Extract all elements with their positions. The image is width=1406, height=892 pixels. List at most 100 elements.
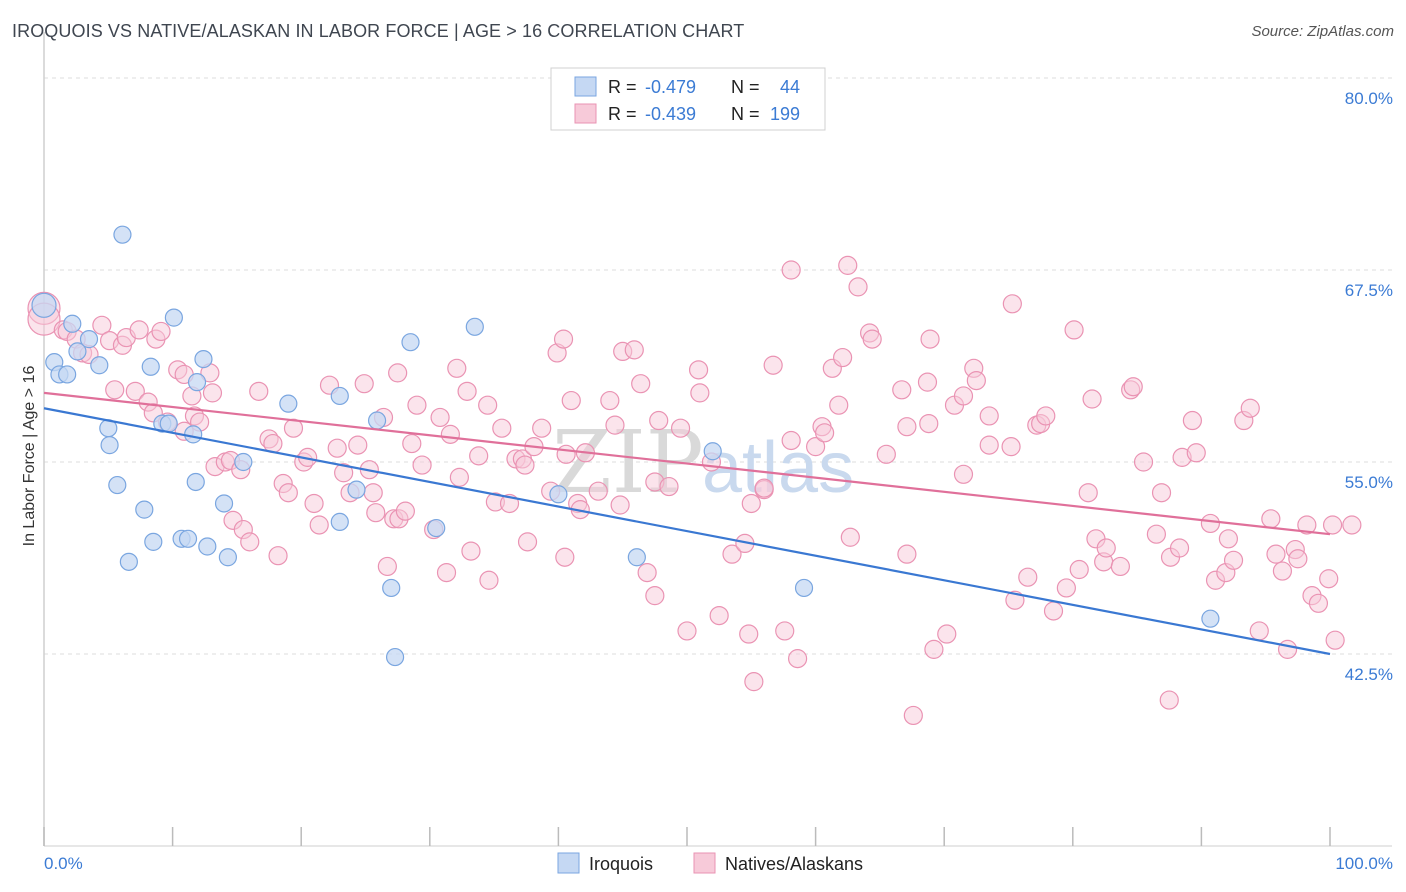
natives-point-13	[129, 320, 149, 340]
natives-point-129	[917, 372, 938, 392]
natives-point-176	[1266, 544, 1286, 564]
natives-point-170	[1218, 529, 1239, 549]
iroquois-point-3	[58, 365, 77, 384]
iroquois-point-26	[214, 494, 234, 513]
iroquois-point-38	[465, 317, 484, 336]
natives-point-198	[781, 260, 801, 280]
natives-point-98	[670, 418, 691, 438]
iroquois-point-7	[90, 356, 109, 375]
natives-point-146	[1036, 406, 1056, 426]
natives-point-69	[478, 395, 498, 415]
natives-point-65	[457, 381, 477, 401]
natives-point-99	[677, 621, 697, 641]
natives-point-148	[1056, 578, 1076, 598]
natives-point-149	[1064, 320, 1084, 340]
natives-trend-line	[43, 391, 1331, 536]
natives-point-171	[1223, 550, 1244, 570]
iroquois-point-32	[347, 480, 366, 499]
source-label: Source: ZipAtlas.com	[1251, 23, 1394, 40]
natives-point-96	[649, 410, 669, 431]
natives-point-147	[1043, 601, 1064, 621]
bottom-swatch-iroquois	[557, 852, 580, 874]
natives-point-181	[1297, 515, 1317, 535]
natives-point-7	[92, 315, 112, 335]
natives-point-184	[1319, 569, 1339, 589]
natives-point-151	[1078, 483, 1098, 503]
natives-point-122	[862, 329, 882, 349]
legend-r-label-1: R =	[608, 77, 637, 97]
legend-swatch-natives	[574, 103, 597, 124]
natives-point-108	[763, 355, 783, 375]
chart-title: IROQUOIS VS NATIVE/ALASKAN IN LABOR FORC…	[12, 21, 745, 41]
natives-point-53	[377, 556, 397, 577]
iroquois-point-5	[68, 342, 87, 361]
natives-point-50	[363, 483, 383, 503]
natives-point-62	[436, 562, 457, 583]
natives-point-113	[805, 437, 826, 457]
natives-point-101	[690, 383, 710, 403]
natives-point-117	[829, 395, 849, 415]
natives-point-66	[461, 541, 481, 561]
iroquois-point-17	[159, 414, 178, 433]
natives-point-89	[610, 495, 630, 515]
natives-point-186	[1325, 630, 1345, 650]
natives-point-109	[754, 478, 774, 498]
y-tick-label-2: 55.0%	[1345, 473, 1393, 492]
iroquois-point-29	[279, 394, 298, 413]
natives-point-137	[966, 370, 986, 391]
iroquois-point-40	[627, 548, 646, 567]
natives-point-33	[249, 381, 269, 401]
natives-point-75	[515, 455, 535, 475]
natives-point-58	[407, 395, 427, 415]
natives-point-64	[449, 467, 469, 487]
natives-point-110	[775, 621, 795, 641]
iroquois-point-24	[194, 349, 213, 369]
natives-point-83	[561, 390, 581, 411]
natives-point-160	[1146, 524, 1166, 544]
iroquois-point-18	[164, 308, 183, 327]
bottom-legend: Iroquois Natives/Alaskans	[557, 852, 863, 874]
natives-point-48	[354, 374, 374, 394]
natives-point-81	[556, 444, 576, 464]
natives-point-139	[979, 435, 999, 455]
iroquois-point-6	[79, 330, 99, 349]
natives-point-185	[1322, 515, 1343, 535]
natives-point-56	[395, 501, 415, 521]
iroquois-point-37	[427, 518, 446, 538]
natives-point-135	[953, 464, 974, 484]
natives-point-17	[151, 321, 171, 342]
natives-point-128	[919, 414, 939, 434]
natives-point-51	[366, 503, 386, 523]
natives-point-189	[744, 672, 764, 692]
iroquois-point-43	[1201, 609, 1220, 628]
natives-point-68	[479, 570, 499, 590]
natives-point-100	[688, 360, 709, 380]
natives-point-125	[897, 417, 917, 437]
iroquois-point-20	[178, 529, 198, 548]
natives-point-193	[447, 358, 467, 378]
natives-point-188	[1159, 690, 1179, 710]
y-tick-label-0: 80.0%	[1345, 89, 1393, 108]
natives-point-36	[268, 546, 288, 566]
bottom-legend-iroquois: Iroquois	[589, 854, 653, 874]
iroquois-point-42	[794, 578, 814, 598]
iroquois-point-39	[549, 485, 568, 504]
iroquois-point-35	[385, 647, 405, 667]
legend-frame	[550, 67, 826, 131]
natives-point-61	[430, 407, 450, 428]
iroquois-point-22	[186, 472, 205, 492]
natives-point-131	[924, 639, 944, 659]
iroquois-point-36	[401, 333, 420, 352]
iroquois-point-0	[31, 292, 57, 318]
natives-point-174	[1249, 621, 1269, 641]
legend-n-label-2: N =	[731, 104, 760, 124]
legend-swatch-iroquois	[574, 76, 597, 97]
natives-point-132	[937, 624, 957, 644]
iroquois-point-28	[234, 452, 253, 472]
iroquois-point-30	[330, 386, 349, 406]
natives-point-197	[838, 255, 858, 275]
natives-point-159	[1133, 452, 1154, 472]
iroquois-point-23	[187, 373, 207, 392]
natives-point-112	[787, 649, 808, 669]
natives-point-63	[440, 424, 460, 444]
